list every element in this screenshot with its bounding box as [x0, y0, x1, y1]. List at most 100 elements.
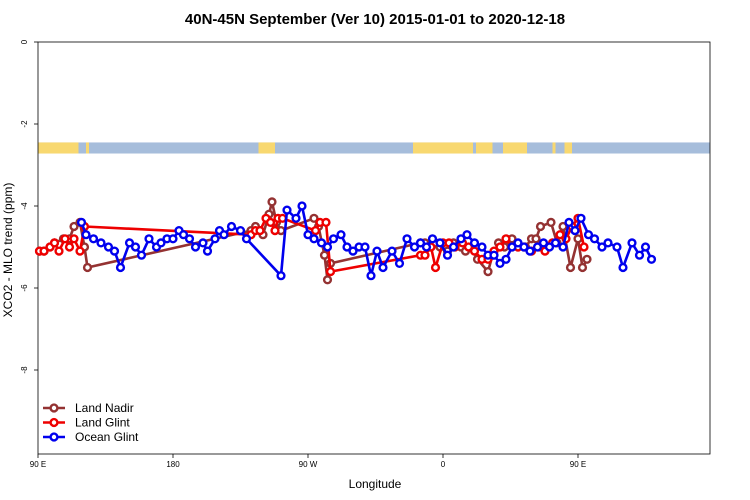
y-tick-label: -2 [20, 120, 29, 128]
x-tick-label: 90 E [570, 460, 586, 469]
data-point [124, 238, 135, 248]
data-point [109, 246, 120, 256]
data-point [430, 262, 441, 273]
data-point [634, 250, 645, 260]
data-point [394, 258, 405, 269]
data-point [427, 234, 438, 244]
data-point [303, 230, 313, 240]
data-point [210, 234, 220, 244]
legend-label: Ocean Glint [75, 430, 139, 444]
data-point [579, 242, 589, 252]
data-point [507, 242, 517, 252]
data-point [270, 226, 280, 236]
y-tick-label: 0 [20, 39, 29, 44]
data-point [60, 234, 70, 244]
band-ocean [38, 142, 710, 154]
data-point [190, 242, 201, 252]
data-point [550, 238, 561, 248]
data-point [319, 250, 330, 260]
y-tick-label: -8 [20, 366, 29, 374]
data-point [576, 213, 586, 223]
data-point [544, 242, 555, 252]
data-point [618, 262, 628, 273]
data-point [136, 250, 147, 260]
data-point [525, 246, 535, 256]
x-tick-label: 180 [166, 460, 180, 469]
data-point [130, 242, 141, 252]
data-point [582, 254, 592, 264]
data-point [532, 242, 543, 252]
data-point [184, 234, 195, 244]
data-point [495, 242, 505, 252]
y-tick-label: -4 [20, 202, 29, 210]
data-point [456, 234, 466, 244]
data-point [366, 271, 376, 281]
data-point [328, 234, 339, 244]
data-point [255, 226, 265, 236]
data-point [565, 262, 576, 273]
band-land-segment [476, 142, 493, 154]
data-point [501, 254, 511, 264]
data-point [321, 217, 331, 228]
series-layer [34, 197, 657, 285]
data-point [495, 258, 505, 269]
data-point [310, 226, 321, 236]
x-axis-label: Longitude [349, 477, 402, 491]
data-point [531, 234, 541, 244]
x-tick-label: 90 W [299, 460, 318, 469]
data-point [519, 242, 529, 252]
data-point [322, 242, 333, 252]
data-point [156, 238, 166, 248]
data-point [69, 234, 79, 244]
band-land-segment [86, 142, 89, 154]
x-tick-label: 90 E [30, 460, 46, 469]
data-point [202, 246, 213, 256]
data-point [265, 217, 276, 228]
data-point [276, 271, 286, 281]
data-point [76, 217, 87, 228]
data-point [39, 246, 49, 256]
data-point [558, 242, 568, 252]
data-point [409, 242, 420, 252]
data-point [144, 234, 154, 244]
data-point [489, 250, 499, 260]
data-point [463, 242, 474, 252]
data-point [267, 197, 277, 207]
data-point [442, 250, 453, 260]
legend-item: Ocean Glint [43, 430, 139, 444]
data-point [96, 238, 106, 248]
chart-title: 40N-45N September (Ver 10) 2015-01-01 to… [185, 11, 565, 28]
data-point [558, 221, 568, 232]
data-point [420, 250, 430, 260]
data-point [535, 221, 546, 232]
data-point [282, 205, 292, 215]
data-point [583, 230, 594, 240]
data-point [378, 262, 388, 273]
data-point [297, 201, 307, 211]
data-point [546, 217, 556, 228]
data-point [81, 230, 91, 240]
data-point [402, 234, 412, 244]
y-axis-label: XCO2 - MLO trend (ppm) [1, 183, 15, 318]
data-point [336, 230, 346, 240]
data-point [415, 238, 426, 248]
legend-swatch-marker [49, 432, 59, 442]
data-point [513, 238, 523, 248]
data-point [627, 238, 637, 248]
data-point [168, 234, 178, 244]
legend-swatch-marker [49, 417, 59, 428]
land-mask-band [38, 142, 710, 154]
data-point [477, 242, 487, 252]
data-point [640, 242, 651, 252]
band-land-segment [413, 142, 473, 154]
data-point [612, 242, 622, 252]
data-point [322, 275, 333, 285]
data-point [555, 230, 565, 240]
data-point [342, 242, 352, 252]
data-point [372, 246, 382, 256]
band-land-segment [564, 142, 572, 154]
legend-item: Land Nadir [43, 401, 134, 415]
data-point [309, 234, 319, 244]
data-point [75, 246, 85, 256]
